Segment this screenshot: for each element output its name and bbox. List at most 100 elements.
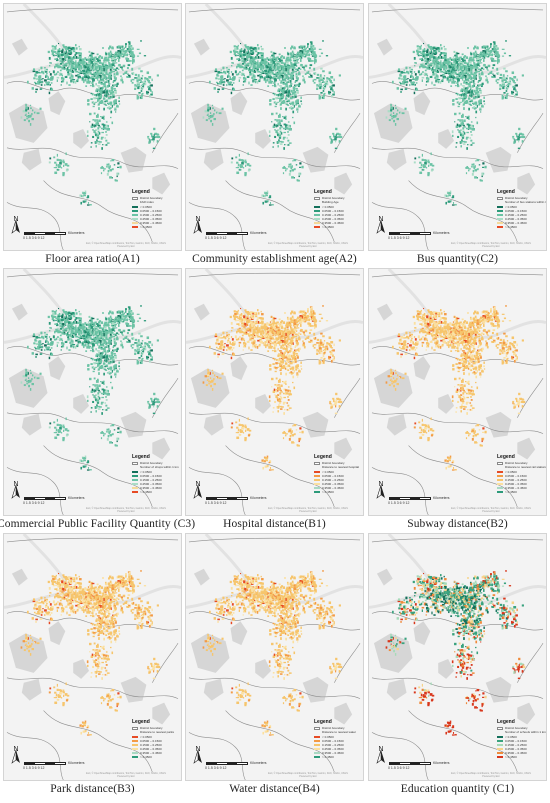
community-marker (447, 60, 451, 64)
community-marker (464, 65, 468, 68)
community-marker (44, 69, 47, 72)
community-marker (68, 328, 71, 330)
community-marker (262, 195, 265, 197)
community-marker (69, 72, 72, 75)
community-marker (89, 72, 92, 75)
district-boundary (43, 445, 153, 508)
community-marker (96, 318, 99, 321)
community-marker (70, 64, 74, 67)
community-marker (296, 91, 299, 94)
community-marker (309, 64, 313, 67)
community-marker (284, 62, 287, 64)
community-marker (108, 47, 110, 50)
community-marker (438, 61, 442, 64)
legend-label: > 0.4500 (505, 224, 517, 229)
community-marker (254, 75, 256, 78)
community-marker (318, 76, 320, 80)
community-marker (101, 131, 104, 134)
community-marker (478, 101, 481, 104)
community-marker (112, 90, 115, 94)
community-marker (278, 139, 280, 142)
community-marker (434, 76, 437, 79)
community-marker (91, 321, 94, 325)
community-marker (487, 69, 489, 71)
community-marker (148, 142, 150, 144)
community-marker (392, 115, 395, 119)
community-marker (74, 66, 78, 69)
community-marker (31, 117, 34, 121)
community-marker (95, 64, 98, 67)
community-marker (310, 41, 313, 45)
community-marker (501, 48, 505, 50)
community-marker (98, 80, 101, 83)
community-marker (487, 50, 491, 53)
community-marker (272, 92, 275, 95)
community-marker (73, 326, 77, 329)
community-marker (147, 79, 150, 83)
community-marker (472, 76, 475, 79)
community-marker (54, 171, 58, 175)
community-marker (495, 50, 498, 54)
community-marker (102, 344, 104, 347)
community-marker (98, 86, 101, 89)
community-marker (276, 72, 279, 76)
community-marker (322, 77, 325, 80)
community-marker (290, 74, 293, 77)
community-marker (105, 99, 108, 103)
community-marker (280, 86, 283, 89)
community-marker (79, 330, 83, 333)
community-marker (244, 77, 247, 80)
community-marker (313, 51, 316, 54)
community-marker (98, 107, 100, 110)
community-marker (313, 72, 316, 75)
community-marker (95, 321, 97, 324)
community-marker (391, 118, 394, 120)
community-marker (131, 322, 134, 324)
community-marker (462, 140, 466, 143)
community-marker (433, 84, 436, 86)
community-marker (67, 62, 71, 64)
community-marker (432, 59, 435, 63)
community-marker (274, 79, 277, 82)
community-marker (99, 343, 102, 345)
community-marker (512, 135, 515, 138)
community-marker (49, 62, 52, 64)
community-marker (251, 46, 255, 49)
water-area (485, 146, 512, 173)
community-marker (129, 60, 132, 62)
community-marker (277, 76, 281, 79)
community-marker (295, 53, 298, 55)
community-marker (91, 77, 95, 80)
community-marker (479, 108, 482, 111)
community-marker (294, 90, 297, 94)
community-marker (75, 47, 78, 50)
community-marker (442, 57, 445, 59)
community-marker (449, 79, 452, 82)
community-marker (146, 71, 150, 75)
community-marker (69, 337, 72, 340)
community-marker (115, 320, 118, 322)
community-marker (66, 346, 68, 350)
community-marker (467, 79, 469, 82)
community-marker (131, 316, 134, 319)
community-marker (134, 73, 138, 76)
community-marker (445, 52, 447, 55)
community-marker (143, 80, 145, 83)
community-marker (110, 336, 113, 339)
community-marker (423, 53, 426, 56)
community-marker (48, 161, 51, 164)
community-marker (100, 333, 103, 337)
community-marker (408, 67, 411, 69)
community-marker (486, 66, 488, 70)
community-marker (75, 339, 78, 342)
community-marker (79, 58, 82, 62)
community-marker (269, 78, 272, 81)
community-marker (485, 77, 488, 80)
community-marker (94, 77, 97, 79)
community-marker (287, 134, 290, 136)
community-marker (451, 130, 454, 134)
community-marker (244, 61, 246, 64)
community-marker (45, 68, 49, 71)
community-marker (103, 75, 106, 78)
community-marker (476, 66, 479, 69)
